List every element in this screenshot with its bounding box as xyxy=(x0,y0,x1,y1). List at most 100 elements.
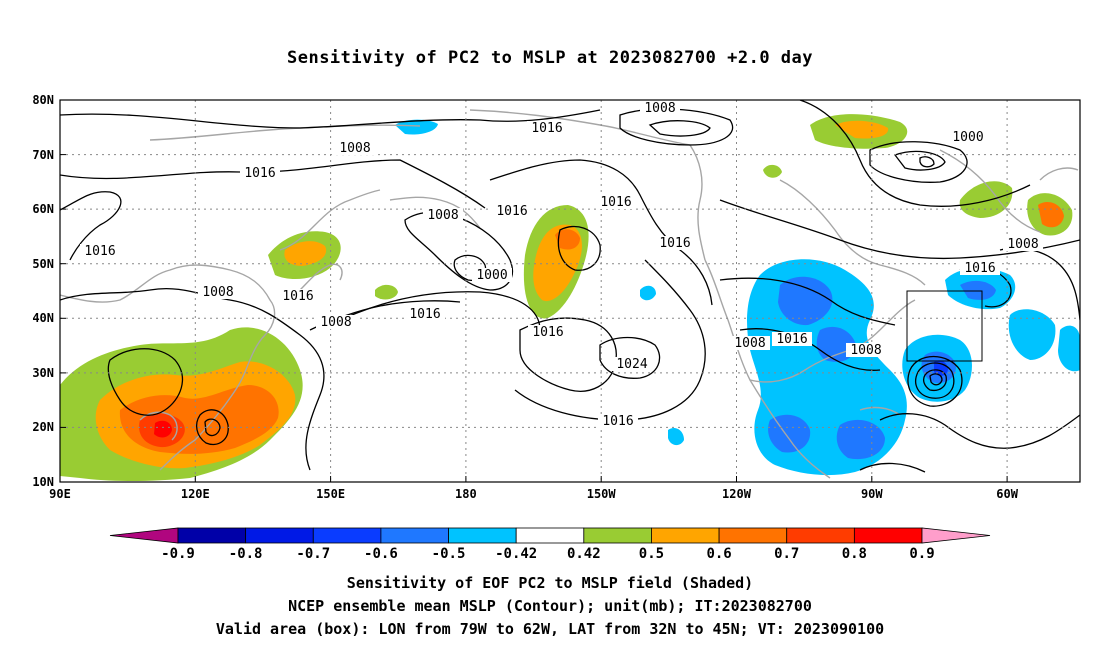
contour-label: 1000 xyxy=(948,130,988,145)
contour-label: 1016 xyxy=(278,289,318,304)
caption-contour: NCEP ensemble mean MSLP (Contour); unit(… xyxy=(288,597,812,615)
svg-text:1008: 1008 xyxy=(427,208,458,223)
svg-text:1016: 1016 xyxy=(776,332,807,347)
svg-text:1008: 1008 xyxy=(339,141,370,156)
negative-sensitivity-area xyxy=(778,276,833,326)
contour-label: 1000 xyxy=(472,268,512,283)
contour-label: 1016 xyxy=(405,307,445,322)
negative-sensitivity-area xyxy=(395,119,438,135)
svg-text:1016: 1016 xyxy=(602,414,633,429)
colorbar-label: -0.42 xyxy=(495,546,537,562)
negative-sensitivity-area xyxy=(640,285,656,301)
contour-label: 1008 xyxy=(316,315,356,330)
svg-text:1008: 1008 xyxy=(320,315,351,330)
contour-label: 1016 xyxy=(528,325,568,340)
graticule xyxy=(60,100,1080,482)
lat-label: 30N xyxy=(32,366,54,380)
contour-label: 1024 xyxy=(612,357,652,372)
contour-label: 1008 xyxy=(335,141,375,156)
svg-text:1008: 1008 xyxy=(644,101,675,116)
positive-sensitivity-area xyxy=(835,120,889,139)
svg-text:1016: 1016 xyxy=(244,166,275,181)
positive-sensitivity-area xyxy=(555,229,580,250)
svg-text:1000: 1000 xyxy=(476,268,507,283)
colorbar-swatch xyxy=(583,527,652,544)
colorbar-label: 0.8 xyxy=(842,546,867,562)
colorbar: -0.9 -0.8 -0.7 -0.6 -0.5 -0.42 0.42 0.5 0.6 0.7 0.… xyxy=(109,527,991,562)
lat-label: 80N xyxy=(32,93,54,107)
negative-sensitivity-area xyxy=(668,428,684,446)
lon-label: 120W xyxy=(722,487,752,501)
colorbar-swatch xyxy=(245,527,314,544)
svg-text:1016: 1016 xyxy=(531,121,562,136)
svg-text:1008: 1008 xyxy=(202,285,233,300)
colorbar-swatch xyxy=(853,527,923,544)
positive-sensitivity-area xyxy=(763,164,782,178)
colorbar-label: -0.7 xyxy=(296,546,330,562)
contour-label: 1016 xyxy=(240,166,280,181)
chart-title: Sensitivity of PC2 to MSLP at 2023082700… xyxy=(286,48,813,68)
colorbar-label: -0.5 xyxy=(432,546,466,562)
svg-text:1016: 1016 xyxy=(282,289,313,304)
contour-labels: 1008 1008 1016 1016 1016 1000 1016 1008 … xyxy=(80,101,1043,429)
negative-sensitivity-area xyxy=(960,280,996,300)
lon-label: 60W xyxy=(996,487,1018,501)
contour-label: 1016 xyxy=(492,204,532,219)
contour-label: 1016 xyxy=(960,261,1000,276)
colorbar-max-arrow xyxy=(921,527,991,544)
longitude-labels: 90E 120E 150E 180 150W 120W 90W 60W xyxy=(49,487,1019,501)
caption-valid-area: Valid area (box): LON from 79W to 62W, L… xyxy=(215,620,885,638)
coastlines xyxy=(60,109,1079,479)
colorbar-swatch xyxy=(651,527,720,544)
colorbar-label: 0.42 xyxy=(567,546,601,562)
svg-text:1016: 1016 xyxy=(964,261,995,276)
lat-label: 60N xyxy=(32,202,54,216)
colorbar-label: 0.5 xyxy=(639,546,664,562)
contour-label: 1008 xyxy=(846,343,886,358)
contour-label: 1016 xyxy=(772,332,812,347)
axis-ticks xyxy=(60,99,1008,483)
colorbar-label: -0.9 xyxy=(161,546,195,562)
svg-text:1016: 1016 xyxy=(409,307,440,322)
svg-text:1016: 1016 xyxy=(600,195,631,210)
colorbar-label: -0.6 xyxy=(364,546,398,562)
colorbar-label: 0.9 xyxy=(909,546,934,562)
colorbar-label: 0.6 xyxy=(706,546,731,562)
colorbar-swatch xyxy=(448,527,517,544)
colorbar-swatch xyxy=(380,527,449,544)
lon-label: 180 xyxy=(455,487,477,501)
latitude-labels: 80N 70N 60N 50N 40N 30N 20N 10N xyxy=(32,93,54,489)
colorbar-swatch xyxy=(786,527,855,544)
colorbar-min-arrow xyxy=(109,527,179,544)
lon-label: 150E xyxy=(316,487,345,501)
svg-text:1016: 1016 xyxy=(532,325,563,340)
caption-shaded: Sensitivity of EOF PC2 to MSLP field (Sh… xyxy=(346,574,754,592)
contour-label: 1016 xyxy=(527,121,567,136)
contour-label: 1016 xyxy=(598,414,638,429)
contour-label: 1016 xyxy=(655,236,695,251)
negative-sensitivity-area xyxy=(1008,309,1056,360)
lat-label: 10N xyxy=(32,475,54,489)
lon-label: 150W xyxy=(587,487,617,501)
lat-label: 20N xyxy=(32,420,54,434)
lat-label: 50N xyxy=(32,257,54,271)
contour-label: 1016 xyxy=(80,244,120,259)
lon-label: 120E xyxy=(181,487,210,501)
svg-text:1008: 1008 xyxy=(734,336,765,351)
positive-sensitivity-area xyxy=(284,241,327,266)
colorbar-swatch xyxy=(515,527,585,544)
mslp-contours xyxy=(60,100,1080,473)
contour-label: 1008 xyxy=(730,336,770,351)
contour-label: 1008 xyxy=(423,208,463,223)
valid-area-box xyxy=(906,290,983,362)
positive-sensitivity-area xyxy=(1038,202,1064,228)
lat-label: 40N xyxy=(32,311,54,325)
svg-text:1008: 1008 xyxy=(1007,237,1038,252)
colorbar-label: 0.7 xyxy=(774,546,799,562)
contour-label: 1008 xyxy=(640,101,680,116)
colorbar-swatch xyxy=(177,527,247,544)
positive-sensitivity-area xyxy=(375,284,398,300)
svg-text:1024: 1024 xyxy=(616,357,647,372)
svg-text:1016: 1016 xyxy=(496,204,527,219)
contour-label: 1008 xyxy=(1003,237,1043,252)
